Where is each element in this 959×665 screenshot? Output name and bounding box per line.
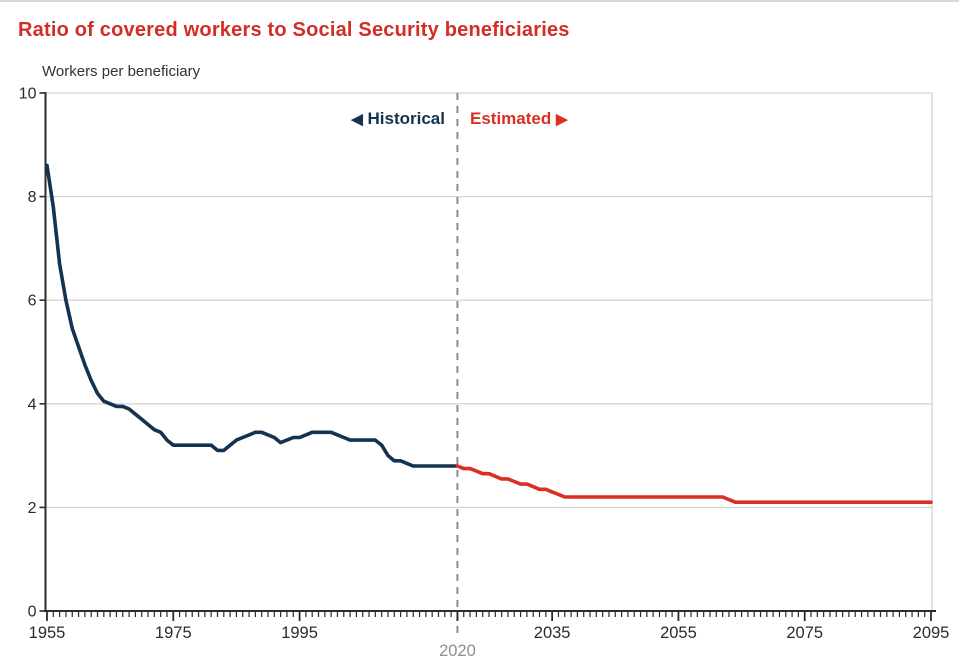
legend-estimated: Estimated ▶ bbox=[470, 109, 600, 129]
legend-historical-text: Historical bbox=[367, 109, 445, 128]
left-arrow-icon: ◀ bbox=[351, 111, 363, 128]
y-tick-label: 2 bbox=[28, 500, 37, 517]
legend-estimated-text: Estimated bbox=[470, 109, 552, 128]
x-tick-label: 2035 bbox=[534, 624, 571, 642]
x-tick-label: 1995 bbox=[281, 624, 318, 642]
x-tick-label: 2095 bbox=[913, 624, 950, 642]
page-title: Ratio of covered workers to Social Secur… bbox=[18, 19, 570, 42]
y-tick-label: 10 bbox=[19, 86, 37, 103]
right-arrow-icon: ▶ bbox=[555, 111, 568, 128]
x-tick-label: 1955 bbox=[29, 624, 66, 642]
top-border-strip bbox=[0, 0, 959, 2]
y-tick-label: 4 bbox=[28, 396, 37, 413]
x-tick-label: 2055 bbox=[660, 624, 697, 642]
y-axis-title: Workers per beneficiary bbox=[42, 63, 201, 80]
x-tick-label: 1975 bbox=[155, 624, 192, 642]
y-tick-label: 6 bbox=[28, 293, 37, 310]
legend-historical: ◀ Historical bbox=[330, 109, 445, 129]
estimated-line bbox=[455, 464, 933, 505]
historical-line bbox=[45, 163, 460, 468]
y-tick-label: 8 bbox=[28, 189, 37, 206]
forecast-divider-label: 2020 bbox=[439, 642, 476, 660]
x-tick-label: 2075 bbox=[786, 624, 823, 642]
y-tick-label: 0 bbox=[28, 604, 37, 621]
